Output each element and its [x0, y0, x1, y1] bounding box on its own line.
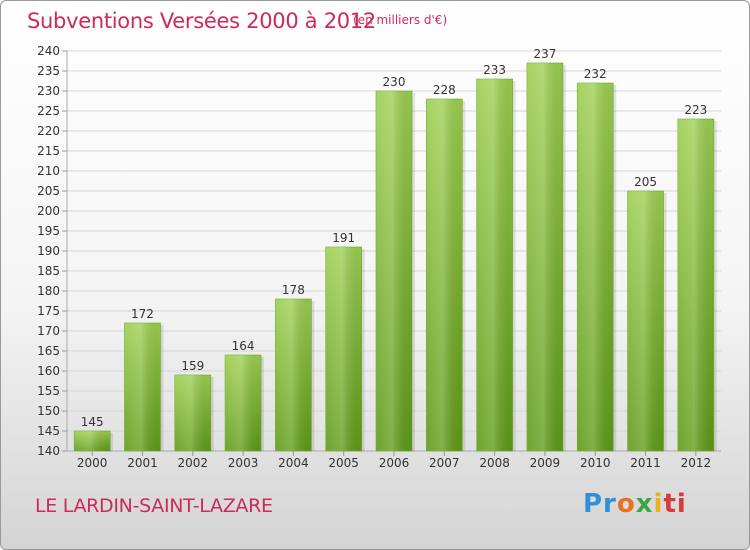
- value-label: 232: [584, 67, 607, 81]
- y-tick-label: 160: [37, 364, 60, 378]
- y-tick-label: 165: [37, 344, 60, 358]
- y-tick-label: 180: [37, 284, 60, 298]
- y-tick-label: 140: [37, 444, 60, 458]
- y-tick-label: 195: [37, 224, 60, 238]
- logo-part: ti: [663, 489, 687, 519]
- x-tick-label: 2010: [580, 456, 611, 470]
- x-tick-label: 2000: [77, 456, 108, 470]
- value-label: 172: [131, 307, 154, 321]
- y-tick-label: 215: [37, 144, 60, 158]
- value-label: 178: [282, 283, 305, 297]
- y-tick-label: 145: [37, 424, 60, 438]
- bar-layer: [73, 62, 717, 452]
- x-tick-label: 2002: [177, 456, 208, 470]
- y-tick-label: 175: [37, 304, 60, 318]
- y-tick-label: 220: [37, 124, 60, 138]
- y-tick-label: 205: [37, 184, 60, 198]
- y-tick-label: 190: [37, 244, 60, 258]
- bar-highlight: [74, 431, 111, 451]
- bar-highlight: [275, 299, 312, 451]
- bar-highlight: [124, 323, 161, 451]
- value-label: 159: [181, 359, 204, 373]
- x-tick-label: 2001: [127, 456, 158, 470]
- bar-highlight: [476, 79, 513, 451]
- x-tick-label: 2012: [681, 456, 712, 470]
- chart-title: Subventions Versées 2000 à 2012: [27, 9, 376, 33]
- y-tick-label: 240: [37, 44, 60, 58]
- x-tick-label: 2011: [630, 456, 661, 470]
- logo-part: Pr: [583, 489, 617, 519]
- value-label: 237: [533, 47, 556, 61]
- y-tick-label: 185: [37, 264, 60, 278]
- proxiti-logo[interactable]: Proxiti: [583, 489, 687, 519]
- value-label: 205: [634, 175, 657, 189]
- bar-highlight: [426, 99, 463, 451]
- logo-part: o: [616, 489, 636, 519]
- bar-highlight: [376, 91, 412, 451]
- bar-highlight: [526, 63, 563, 451]
- y-tick-label: 235: [37, 64, 60, 78]
- bar-highlight: [325, 247, 362, 451]
- label-layer: 145 172 159 164 178 191 230 228 233 237 232 205 223: [81, 47, 708, 429]
- bar-highlight: [577, 83, 614, 451]
- x-tick-label: 2004: [278, 456, 309, 470]
- bar-highlight: [677, 119, 714, 451]
- y-tick-label: 170: [37, 324, 60, 338]
- x-tick-label: 2006: [379, 456, 410, 470]
- y-tick-label: 225: [37, 104, 60, 118]
- y-tick-label: 210: [37, 164, 60, 178]
- bar-highlight: [174, 375, 211, 451]
- value-label: 233: [483, 63, 506, 77]
- y-tick-label: 230: [37, 84, 60, 98]
- x-tick-label: 2008: [479, 456, 510, 470]
- x-tick-label: 2003: [228, 456, 259, 470]
- logo-part: i: [653, 489, 664, 519]
- value-label: 145: [81, 415, 104, 429]
- value-label: 223: [684, 103, 707, 117]
- x-tick-label: 2009: [530, 456, 561, 470]
- x-tick-label: 2005: [328, 456, 359, 470]
- value-label: 164: [232, 339, 255, 353]
- bar-highlight: [225, 355, 262, 451]
- x-tick-label: 2007: [429, 456, 460, 470]
- value-label: 230: [383, 75, 406, 89]
- bar-highlight: [627, 191, 664, 451]
- value-label: 228: [433, 83, 456, 97]
- town-name: LE LARDIN-SAINT-LAZARE: [35, 495, 273, 517]
- logo-part: x: [635, 489, 654, 519]
- y-tick-label: 155: [37, 384, 60, 398]
- y-tick-label: 200: [37, 204, 60, 218]
- unit-note: (en milliers d'€): [353, 13, 448, 27]
- value-label: 191: [332, 231, 355, 245]
- y-tick-label: 150: [37, 404, 60, 418]
